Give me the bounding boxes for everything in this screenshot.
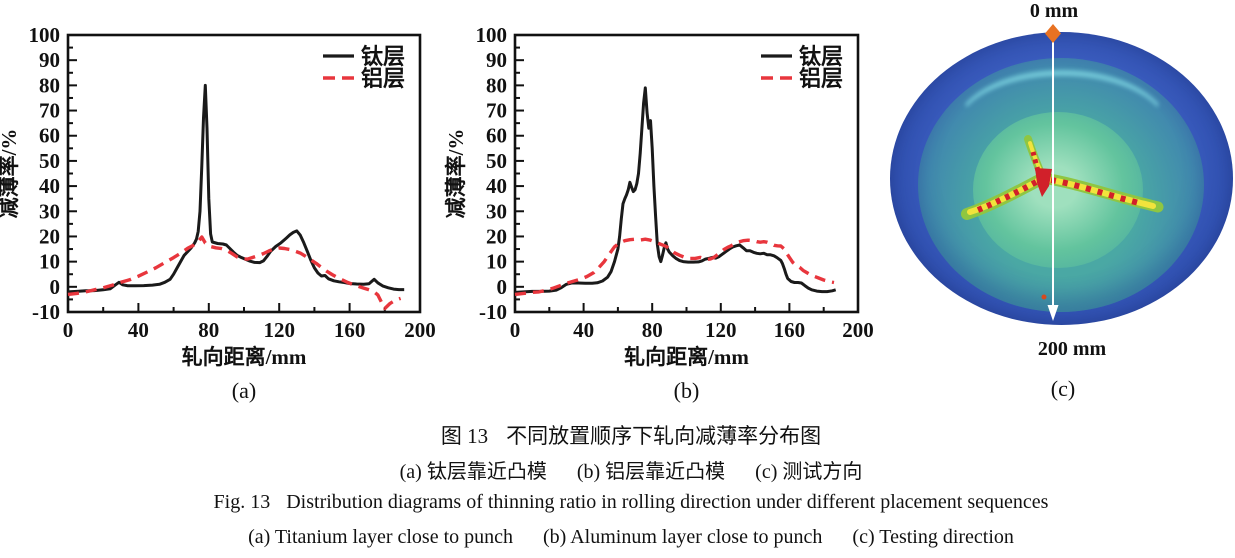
series-line-钛层 — [67, 83, 405, 294]
x-tick-label: 160 — [774, 318, 806, 342]
y-axis-title: 减薄率/% — [444, 129, 468, 219]
series-line-铝层 — [67, 235, 402, 311]
x-axis-title: 轧向距离/mm — [624, 345, 749, 369]
y-tick-label: 50 — [486, 149, 507, 173]
y-tick-label: 30 — [39, 199, 60, 223]
series-line-钛层 — [514, 86, 837, 294]
legend-label: 铝层 — [799, 66, 843, 91]
y-tick-label: 60 — [39, 124, 60, 148]
x-tick-label: 40 — [128, 318, 149, 342]
caption-segment: 图 13 — [440, 424, 489, 448]
panel-label: (b) — [674, 378, 700, 403]
caption-subtitles-zh: (a) 钛层靠近凸模 (b) 铝层靠近凸模 (c) 测试方向 — [0, 455, 1235, 484]
hot-spot-dot — [1041, 294, 1047, 300]
caption-segment: (a) Titanium layer close to punch — [248, 526, 514, 548]
legend-label: 钛层 — [799, 44, 843, 69]
y-tick-label: 20 — [39, 224, 60, 248]
y-tick-label: -10 — [32, 300, 60, 324]
y-axis-title: 减薄率/% — [0, 129, 21, 219]
chart-panel-a: 0 40 80 120 160 200-100102030405060708090100钛… — [0, 23, 436, 403]
panel-label-c: (c) — [1050, 376, 1076, 401]
y-tick-label: 50 — [39, 149, 60, 173]
y-tick-label: -10 — [479, 300, 507, 324]
measure-start-label: 0 mm — [1029, 0, 1079, 22]
x-tick-label: 200 — [842, 318, 874, 342]
arrow-head-icon — [1047, 305, 1059, 321]
crack-pattern — [961, 135, 1164, 300]
y-tick-label: 40 — [486, 174, 507, 198]
caption-segment: (c) 测试方向 — [755, 461, 863, 483]
y-tick-label: 70 — [39, 99, 60, 123]
axes-ticks — [514, 34, 859, 313]
x-tick-label: 0 — [63, 318, 74, 342]
specimen-panel-c: 0 mm 200 mm (c) — [880, 0, 1235, 410]
y-tick-label: 80 — [39, 73, 60, 97]
y-tick-label: 0 — [497, 275, 508, 299]
measure-arrow — [1045, 24, 1061, 321]
caption-segment: Fig. 13 — [213, 491, 271, 513]
caption-title-en: Fig. 13 Distribution diagrams of thinning… — [0, 491, 1235, 514]
y-tick-label: 30 — [486, 199, 507, 223]
caption-subtitles-en: (a) Titanium layer close to punch (b) Alu… — [0, 526, 1235, 549]
panel-label: (a) — [232, 378, 256, 403]
legend-label: 钛层 — [361, 44, 405, 69]
legend-label: 铝层 — [361, 66, 405, 91]
caption-segment: 不同放置顺序下轧向减薄率分布图 — [506, 424, 822, 448]
y-tick-label: 100 — [29, 23, 61, 47]
caption-segment: (b) 铝层靠近凸模 — [576, 461, 726, 483]
x-tick-label: 120 — [263, 318, 295, 342]
x-tick-label: 200 — [404, 318, 436, 342]
measure-end-label: 200 mm — [1037, 338, 1107, 360]
y-tick-label: 60 — [486, 124, 507, 148]
diamond-marker-icon — [1045, 24, 1061, 43]
chart-panel-b: 0 40 80 120 160 200-100102030405060708090100钛… — [444, 23, 874, 403]
y-tick-label: 0 — [50, 275, 61, 299]
caption-segment: (a) 钛层靠近凸模 — [399, 461, 547, 483]
caption-segment: (c) Testing direction — [852, 526, 1014, 548]
crack-center-blob — [1035, 168, 1052, 197]
y-tick-label: 20 — [486, 224, 507, 248]
caption-segment: (b) Aluminum layer close to punch — [543, 526, 823, 548]
x-tick-label: 40 — [573, 318, 594, 342]
y-tick-label: 90 — [486, 48, 507, 72]
series-line-铝层 — [514, 237, 835, 297]
x-axis-title: 轧向距离/mm — [182, 345, 307, 369]
specimen-cup-rim-highlight — [954, 70, 1170, 192]
x-tick-label: 120 — [705, 318, 737, 342]
x-tick-label: 0 — [510, 318, 521, 342]
x-tick-label: 80 — [198, 318, 219, 342]
specimen-overlay — [961, 24, 1164, 321]
y-tick-label: 80 — [486, 73, 507, 97]
caption-title-zh: 图 13 不同放置顺序下轧向减薄率分布图 — [0, 420, 1235, 450]
y-tick-label: 90 — [39, 48, 60, 72]
x-tick-label: 160 — [334, 318, 366, 342]
y-tick-label: 40 — [39, 174, 60, 198]
y-tick-label: 10 — [486, 250, 507, 274]
y-tick-label: 100 — [476, 23, 508, 47]
y-tick-label: 70 — [486, 99, 507, 123]
y-tick-label: 10 — [39, 250, 60, 274]
x-tick-label: 80 — [642, 318, 663, 342]
caption-segment: Distribution diagrams of thinning ratio … — [286, 491, 1049, 513]
